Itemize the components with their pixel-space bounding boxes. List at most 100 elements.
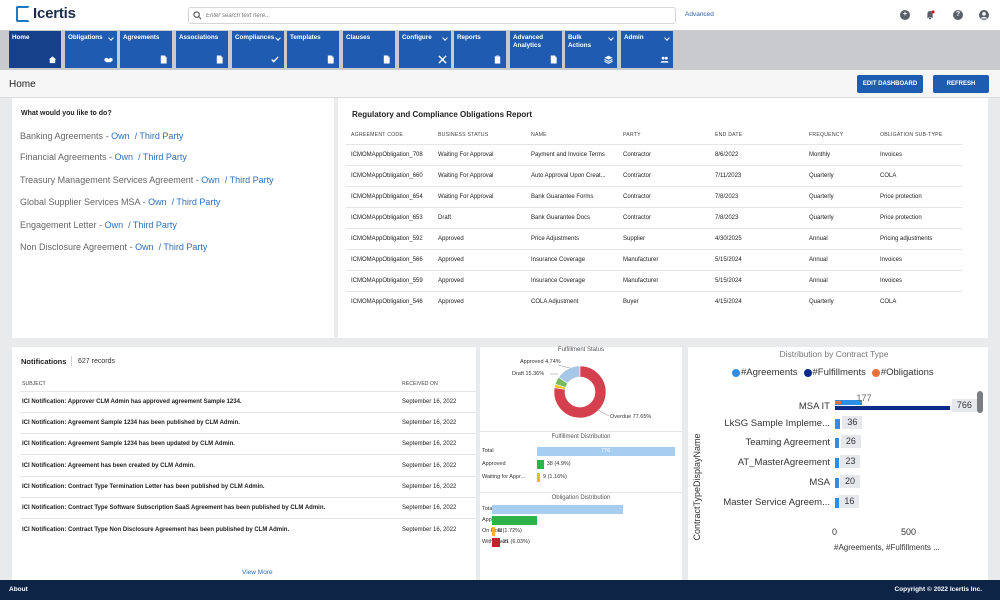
notification-subject[interactable]: ICI Notification: Approver CLM Admin has… <box>20 390 400 413</box>
donut-slice-overdue[interactable] <box>553 365 607 419</box>
bar-on-hold[interactable] <box>492 527 495 536</box>
help-icon[interactable]: ? <box>953 10 963 20</box>
own-link[interactable]: Own <box>111 131 130 141</box>
logo-mark-icon <box>16 5 30 22</box>
notification-subject[interactable]: ICI Notification: Agreement Sample 1234 … <box>20 433 400 455</box>
table-row[interactable]: ICI Notification: Agreement Sample 1234 … <box>20 433 476 455</box>
nav-item-configure[interactable]: Configure <box>399 31 451 68</box>
column-header-business-status[interactable]: BUSINESS STATUS <box>438 131 489 138</box>
refresh-button[interactable]: REFRESH <box>933 75 989 93</box>
table-row[interactable]: ICI Notification: Contract Type Non Disc… <box>20 518 476 541</box>
table-row[interactable]: ICI Notification: Approver CLM Admin has… <box>20 390 476 413</box>
nav-item-reports[interactable]: Reports <box>454 31 506 68</box>
column-header-agreement-code[interactable]: AGREEMENT CODE <box>351 131 403 138</box>
bar-total[interactable] <box>492 505 623 514</box>
notification-subject[interactable]: ICI Notification: Contract Type Software… <box>20 496 400 519</box>
column-header-party[interactable]: PARTY <box>623 131 641 138</box>
cell-agreement-code[interactable]: ICMOMAppObligation_592 <box>346 227 433 249</box>
column-header-name[interactable]: NAME <box>531 131 547 138</box>
table-row[interactable]: ICMOMAppObligation_708 Waiting For Approv… <box>346 143 962 165</box>
table-row[interactable]: ICI Notification: Contract Type Software… <box>20 496 476 519</box>
table-row[interactable]: ICMOMAppObligation_566 Approved Insurance … <box>346 248 962 270</box>
bar-approved[interactable] <box>537 460 544 469</box>
view-more-link[interactable]: View More <box>242 569 273 576</box>
own-link[interactable]: Own <box>135 242 154 252</box>
search-input[interactable] <box>206 12 666 19</box>
table-row[interactable]: ICMOMAppObligation_660 Waiting For Approv… <box>346 164 962 186</box>
cell-agreement-code[interactable]: ICMOMAppObligation_653 <box>346 206 433 228</box>
legend-item-fulfillments[interactable]: #Fulfillments <box>803 367 866 378</box>
third-party-link[interactable]: Third Party <box>139 131 184 141</box>
column-header-subject[interactable]: SUBJECT <box>22 380 46 387</box>
own-link[interactable]: Own <box>114 152 134 162</box>
nav-item-associations[interactable]: Associations <box>176 31 228 68</box>
column-header-obligation-sub-type[interactable]: OBLIGATION SUB-TYPE <box>880 131 943 138</box>
column-header-frequency[interactable]: FREQUENCY <box>809 131 844 138</box>
edit-dashboard-button[interactable]: EDIT DASHBOARD <box>857 75 923 93</box>
bar-waiting-for-appr[interactable] <box>537 473 540 482</box>
bar-obligations-msa-it[interactable] <box>835 401 841 404</box>
bar-agreements-at-masteragreement[interactable] <box>835 458 839 468</box>
about-link[interactable]: About <box>9 586 28 593</box>
nav-item-home[interactable]: Home <box>9 31 61 68</box>
nav-item-templates[interactable]: Templates <box>287 31 339 68</box>
cell-agreement-code[interactable]: ICMOMAppObligation_660 <box>346 164 433 186</box>
cell-agreement-code[interactable]: ICMOMAppObligation_566 <box>346 248 433 270</box>
bar-value-label: 38 (4.9%) <box>546 461 571 467</box>
bar-agreements-msa-it[interactable] <box>835 400 862 405</box>
cell-agreement-code[interactable]: ICMOMAppObligation_559 <box>346 269 433 291</box>
table-row[interactable]: ICMOMAppObligation_546 Approved COLA Adjus… <box>346 290 962 312</box>
own-link[interactable]: Own <box>104 220 124 230</box>
own-link[interactable]: Own <box>201 175 220 185</box>
chevron-down-icon <box>442 35 448 41</box>
bar-agreements-master-service-agreem[interactable] <box>835 498 839 508</box>
bell-icon[interactable] <box>925 10 935 20</box>
table-row[interactable]: ICMOMAppObligation_559 Approved Insurance … <box>346 269 962 291</box>
notification-subject[interactable]: ICI Notification: Contract Type Terminat… <box>20 475 400 498</box>
nav-item-compliances[interactable]: Compliances <box>232 31 284 68</box>
table-row[interactable]: ICI Notification: Contract Type Terminat… <box>20 475 476 498</box>
column-header-end-date[interactable]: END DATE <box>715 131 743 138</box>
handshake-icon <box>104 57 113 63</box>
table-row[interactable]: ICI Notification: Agreement Sample 1234 … <box>20 411 476 434</box>
third-party-link[interactable]: Third Party <box>163 242 208 252</box>
legend-label: #Agreements <box>741 367 798 378</box>
bar-fulfillments-msa-it[interactable] <box>835 406 950 410</box>
third-party-link[interactable]: Third Party <box>176 197 221 207</box>
nav-item-bulk-actions[interactable]: Bulk Actions <box>565 31 617 68</box>
cell-agreement-code[interactable]: ICMOMAppObligation_546 <box>346 290 433 312</box>
bar-agreements-msa[interactable] <box>835 478 839 488</box>
legend-item-obligations[interactable]: #Obligations <box>871 367 934 378</box>
cell-agreement-code[interactable]: ICMOMAppObligation_654 <box>346 185 433 207</box>
third-party-link[interactable]: Third Party <box>142 152 187 162</box>
bar-total[interactable] <box>537 447 675 456</box>
plus-circle-icon[interactable]: + <box>900 10 910 20</box>
third-party-link[interactable]: Third Party <box>132 220 177 230</box>
notification-subject[interactable]: ICI Notification: Agreement has been cre… <box>20 454 400 477</box>
own-link[interactable]: Own <box>148 197 167 207</box>
advanced-search-link[interactable]: Advanced <box>685 11 714 18</box>
bar-agreements-lksg-sample-impleme[interactable] <box>835 419 841 429</box>
bar-agreements-teaming-agreement[interactable] <box>835 438 839 448</box>
cell-agreement-code[interactable]: ICMOMAppObligation_708 <box>346 143 433 165</box>
notification-subject[interactable]: ICI Notification: Agreement Sample 1234 … <box>20 411 400 434</box>
nav-item-admin[interactable]: Admin <box>621 31 673 68</box>
notification-subject[interactable]: ICI Notification: Contract Type Non Disc… <box>20 518 400 541</box>
nav-item-clauses[interactable]: Clauses <box>343 31 395 68</box>
bar-approved[interactable] <box>492 516 538 525</box>
third-party-link[interactable]: Third Party <box>229 175 274 185</box>
table-row[interactable]: ICMOMAppObligation_592 Approved Price Adju… <box>346 227 962 249</box>
user-icon[interactable] <box>979 10 989 20</box>
logo[interactable]: Icertis <box>16 5 76 22</box>
chart-scrollbar[interactable] <box>977 391 983 413</box>
nav-item-obligations[interactable]: Obligations <box>65 31 117 68</box>
legend-item-agreements[interactable]: #Agreements <box>732 367 798 378</box>
column-header-received-on[interactable]: RECEIVED ON <box>402 380 438 387</box>
table-row[interactable]: ICI Notification: Agreement has been cre… <box>20 454 476 477</box>
bar-value-label: 36 <box>842 416 863 429</box>
nav-item-agreements[interactable]: Agreements <box>120 31 172 68</box>
bar-withdrawn[interactable] <box>492 538 500 547</box>
table-row[interactable]: ICMOMAppObligation_654 Waiting For Approv… <box>346 185 962 207</box>
table-row[interactable]: ICMOMAppObligation_653 Draft Bank Guarante… <box>346 206 962 228</box>
nav-item-advanced-analytics[interactable]: Advanced Analytics <box>510 31 562 68</box>
